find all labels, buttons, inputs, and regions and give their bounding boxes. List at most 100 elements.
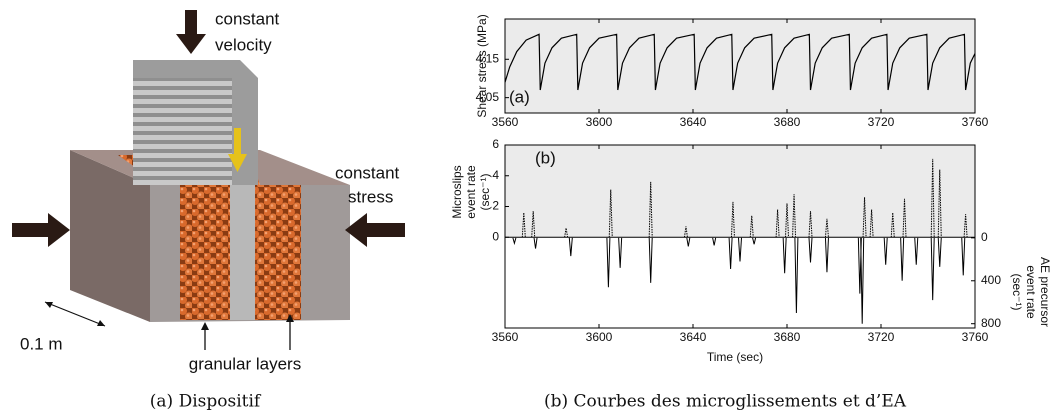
- spike: [792, 194, 797, 238]
- spike: [608, 189, 613, 238]
- label: constant: [335, 163, 400, 182]
- label: constant: [215, 9, 280, 28]
- y-tick-label: 0: [981, 230, 988, 244]
- spike: [521, 212, 526, 238]
- spike: [749, 215, 754, 238]
- x-tick-label: 3760: [962, 330, 989, 344]
- device-diagram: constant velocity constant stress 0.1 m …: [12, 9, 405, 373]
- spike: [963, 214, 968, 238]
- pointer-head: [201, 322, 209, 330]
- y-axis-label: Microslips: [450, 165, 464, 218]
- spike: [648, 237, 653, 283]
- spike: [533, 237, 538, 249]
- plot-area: [504, 18, 976, 114]
- x-tick-label: 3680: [774, 115, 801, 129]
- spike: [794, 237, 799, 313]
- spike: [824, 237, 829, 273]
- charts: 3560 3600 3640 3680 3720 3760 4.05 4.15 (a) Shear…: [450, 14, 1052, 364]
- spike: [712, 237, 717, 246]
- spike: [728, 237, 733, 269]
- spike: [883, 237, 888, 265]
- y-tick-label: 4: [492, 168, 499, 182]
- spike: [900, 237, 905, 281]
- spike: [686, 237, 691, 247]
- x-tick-label: 3720: [868, 330, 895, 344]
- spike: [618, 237, 623, 268]
- caption: (a) Dispositif: [150, 392, 262, 412]
- x-tick-label: 3680: [774, 330, 801, 344]
- arrow: [185, 10, 197, 36]
- spike: [648, 181, 653, 238]
- x-tick-label: 3560: [492, 115, 519, 129]
- y-axis-label: event rate: [464, 165, 478, 219]
- y-tick-label: 2: [492, 199, 499, 213]
- x-tick-label: 3600: [586, 330, 613, 344]
- spike: [808, 211, 813, 238]
- label: stress: [348, 187, 393, 206]
- y-axis-label: Shear stress (MPa): [475, 14, 489, 117]
- y-tick-label: 0: [492, 229, 499, 243]
- spike: [808, 237, 813, 263]
- spike: [683, 226, 688, 238]
- y-tick-label: 800: [981, 316, 1001, 330]
- y2-axis-label: (sec⁻¹): [1010, 274, 1024, 311]
- plot-area-upper: [505, 145, 975, 238]
- y-tick-label: 400: [981, 273, 1001, 287]
- label: velocity: [215, 35, 272, 54]
- spike: [930, 158, 935, 238]
- granular-layer: [255, 185, 301, 320]
- caption: (b) Courbes des microglissements et d’EA: [544, 392, 907, 412]
- spike: [775, 209, 780, 238]
- piston-grooves: [133, 78, 232, 185]
- spike: [531, 211, 536, 238]
- label: granular layers: [189, 354, 301, 373]
- scale-tip: [97, 320, 105, 326]
- spike: [862, 197, 867, 238]
- arrow-head: [48, 213, 70, 247]
- y-tick-label: 6: [492, 137, 499, 151]
- spike: [869, 209, 874, 238]
- spike: [890, 212, 895, 238]
- spike: [824, 218, 829, 238]
- x-tick-label: 3720: [868, 115, 895, 129]
- x-tick-label: 3640: [680, 330, 707, 344]
- spike: [785, 203, 789, 238]
- y2-axis-label: event rate: [1024, 265, 1038, 319]
- arrow: [12, 223, 50, 237]
- data-line: [504, 33, 976, 91]
- scale-line: [44, 301, 106, 327]
- pointer-head: [286, 314, 294, 322]
- arrow-head: [345, 213, 367, 247]
- panel-label: (a): [509, 87, 530, 106]
- scale-tip: [45, 302, 53, 308]
- yellow-arrow-head: [228, 154, 247, 172]
- y-tick-label: 4.15: [476, 51, 500, 65]
- spike: [738, 237, 742, 262]
- spike: [730, 201, 735, 238]
- block-side: [70, 150, 150, 322]
- spike: [902, 198, 907, 238]
- x-axis-label: Time (sec): [707, 350, 763, 364]
- label: 0.1 m: [20, 334, 63, 353]
- y-tick-label: 4.05: [476, 90, 500, 104]
- x-tick-label: 3600: [586, 115, 613, 129]
- spike: [937, 237, 942, 267]
- plot-frame: [504, 144, 976, 329]
- x-tick-label: 3640: [680, 115, 707, 129]
- spike: [930, 237, 935, 301]
- panel-label: (b): [535, 148, 556, 167]
- spike: [782, 237, 787, 274]
- spike: [937, 169, 942, 238]
- spike: [961, 237, 966, 276]
- y-axis-label: (sec⁻¹): [478, 174, 492, 211]
- x-tick-label: 3560: [492, 330, 519, 344]
- spike: [752, 237, 757, 245]
- granular-layer: [180, 185, 230, 320]
- spike: [860, 237, 865, 324]
- yellow-arrow: [234, 128, 241, 156]
- spike: [568, 237, 573, 257]
- spike: [564, 227, 569, 238]
- spike: [914, 237, 919, 265]
- arrow-head: [176, 34, 206, 54]
- x-tick-label: 3760: [962, 115, 989, 129]
